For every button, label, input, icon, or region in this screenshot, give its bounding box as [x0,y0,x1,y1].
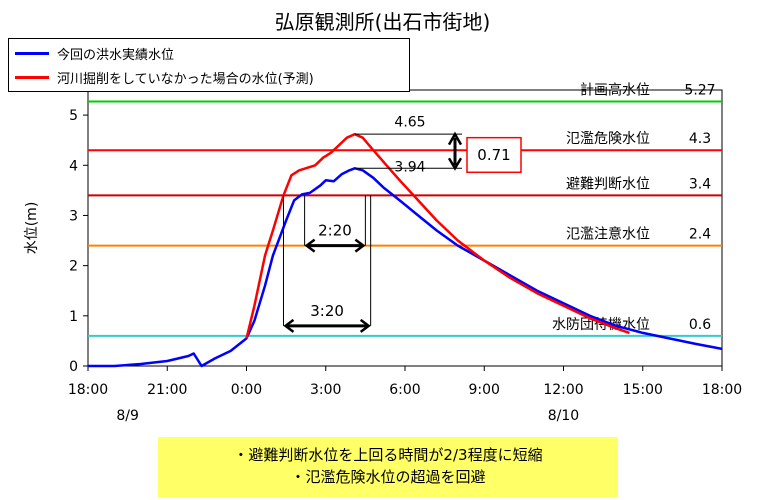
y-tick-label: 3 [69,208,78,224]
x-tick-label: 18:00 [702,382,742,398]
legend-item-predicted: 河川掘削をしていなかった場合の水位(予測) [15,67,314,87]
legend-label: 河川掘削をしていなかった場合の水位(予測) [57,71,314,87]
duration-label: 2:20 [318,222,352,240]
x-tick-label: 21:00 [147,382,187,398]
y-tick-label: 2 [69,259,78,275]
peak-label-predicted: 4.65 [394,115,425,131]
difference-arrowhead [447,157,463,171]
predicted-level-line [245,132,630,339]
y-tick-label: 5 [69,108,78,124]
x-tick-label: 9:00 [469,382,500,398]
y-tick-label: 1 [69,309,78,325]
x-tick-label: 3:00 [310,382,341,398]
note-line: ・避難判断水位を上回る時間が2/3程度に短縮 [233,446,543,464]
duration-arrowhead [283,318,295,333]
threshold-label: 避難判断水位 [566,176,650,192]
note-line: ・氾濫危険水位の超過を回避 [290,468,486,486]
x-tick-label: 0:00 [231,382,262,398]
peak-label-actual: 3.94 [394,159,425,175]
duration-arrowhead [304,238,316,253]
threshold-value: 2.4 [689,227,711,243]
threshold-value: 5.27 [684,83,715,99]
y-tick-label: 0 [69,359,78,375]
legend-swatch-blue [15,51,49,55]
x-tick-label: 15:00 [623,382,663,398]
date-label: 8/9 [116,408,139,424]
difference-arrowhead [447,131,463,146]
legend-label: 今回の洪水実績水位 [57,47,175,63]
duration-label: 3:20 [310,302,344,320]
difference-box [466,136,522,174]
legend-swatch-red [15,75,49,79]
legend: 今回の洪水実績水位 河川掘削をしていなかった場合の水位(予測) [8,38,410,92]
duration-arrowhead [359,318,371,333]
chart-title: 弘原観測所(出石市街地) [274,10,491,34]
x-tick-label: 18:00 [68,382,108,398]
y-axis-label: 水位(m) [24,202,40,255]
duration-arrowhead [354,238,366,253]
date-label: 8/10 [548,408,579,424]
x-tick-label: 12:00 [543,382,583,398]
summary-note: ・避難判断水位を上回る時間が2/3程度に短縮 ・氾濫危険水位の超過を回避 [158,437,618,497]
difference-label: 0.71 [477,146,510,164]
y-tick-label: 4 [69,158,78,174]
threshold-value: 0.6 [689,317,711,333]
threshold-label: 計画高水位 [580,82,650,99]
threshold-value: 4.3 [689,131,711,147]
actual-level-line [88,167,723,368]
x-tick-label: 6:00 [389,382,420,398]
legend-item-actual: 今回の洪水実績水位 [15,43,174,63]
threshold-label: 氾濫危険水位 [566,131,650,147]
threshold-value: 3.4 [689,176,711,192]
threshold-label: 氾濫注意水位 [566,226,650,243]
